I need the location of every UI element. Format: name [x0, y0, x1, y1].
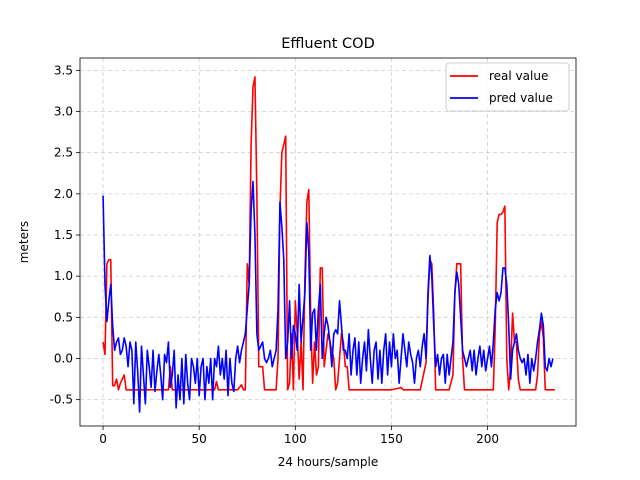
series-line-pred-value	[102, 180, 554, 413]
y-tick-label: 0.5	[54, 310, 73, 324]
series-line-real-value	[102, 76, 555, 391]
x-tick-label: 100	[284, 432, 307, 446]
x-tick-label: 50	[192, 432, 207, 446]
ticks: 0 50 100 150 200 -0.5 0.0 0.5 1.0 1.5 2.0 2.5 3.0 3.5	[50, 63, 499, 446]
x-axis-label: 24 hours/sample	[278, 455, 379, 469]
x-tick-label: 150	[380, 432, 403, 446]
y-tick-label: 0.0	[54, 351, 73, 365]
grid	[80, 58, 576, 426]
y-axis-label: meters	[17, 221, 31, 263]
y-tick-label: 2.0	[54, 187, 73, 201]
y-tick-label: 2.5	[54, 146, 73, 160]
chart-title: Effluent COD	[281, 36, 374, 52]
x-tick-label: 0	[99, 432, 107, 446]
legend-label-real-value: real value	[489, 69, 548, 83]
legend-label-pred-value: pred value	[489, 91, 553, 105]
y-tick-label: 1.5	[54, 228, 73, 242]
x-tick-label: 200	[476, 432, 499, 446]
y-tick-label: 3.0	[54, 105, 73, 119]
legend-box	[445, 62, 570, 112]
y-tick-label: -0.5	[50, 393, 73, 407]
y-tick-label: 1.0	[54, 269, 73, 283]
legend: real value pred value	[445, 62, 570, 112]
series-layer	[102, 76, 555, 413]
plot-frame	[79, 57, 577, 427]
y-tick-label: 3.5	[54, 63, 73, 77]
